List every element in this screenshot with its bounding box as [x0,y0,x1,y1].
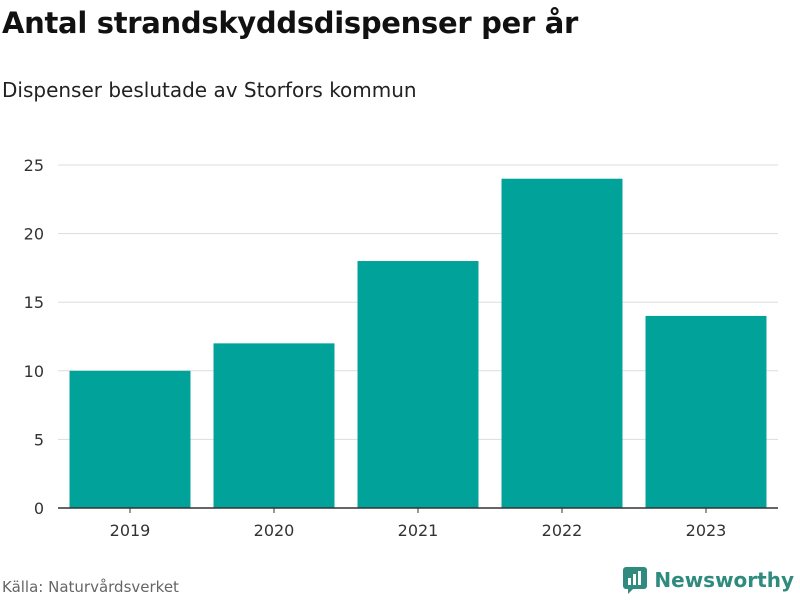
chart-subtitle: Dispenser beslutade av Storfors kommun [2,78,417,102]
x-tick-label: 2020 [254,521,295,540]
bar-2023 [645,315,767,508]
axes: 0 5 10 15 20 25 2019 2020 2021 2022 2023 [24,156,778,540]
y-tick-label: 25 [24,156,44,175]
y-tick-label: 15 [24,293,44,312]
y-tick-label: 5 [34,430,44,449]
brand-logo: Newsworthy [622,566,794,594]
bar-2020 [213,343,335,508]
x-tick-label: 2019 [110,521,151,540]
x-tick-label: 2021 [398,521,439,540]
chart-title: Antal strandskyddsdispenser per år [2,6,579,40]
x-tick-label: 2023 [686,521,727,540]
bar-2021 [357,261,479,508]
bar-chart: 0 5 10 15 20 25 2019 2020 2021 2022 2023 [24,156,778,540]
newsworthy-logo-icon [623,567,648,594]
y-tick-label: 20 [24,225,44,244]
bar-2019 [69,370,191,508]
y-tick-label: 0 [34,499,44,518]
x-tick-label: 2022 [542,521,583,540]
bar-2022 [501,178,623,508]
brand-name: Newsworthy [654,568,794,592]
source-note: Källa: Naturvårdsverket [2,578,179,596]
bars [69,178,767,508]
y-tick-label: 10 [24,362,44,381]
